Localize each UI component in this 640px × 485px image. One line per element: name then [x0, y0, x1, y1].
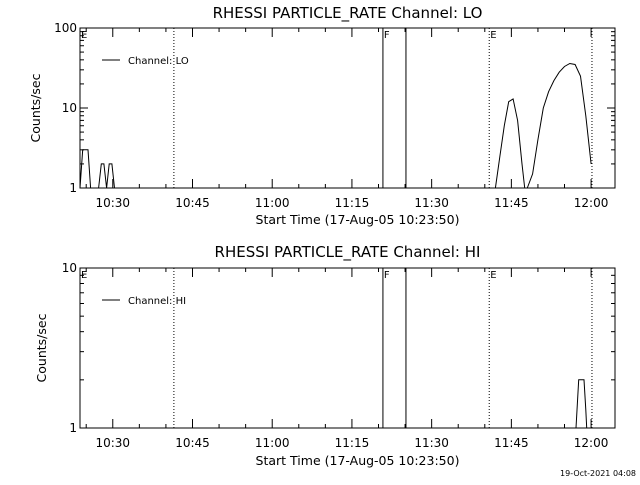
x-tick-label: 10:30: [95, 196, 130, 210]
series-group: [79, 62, 592, 189]
x-tick-label: 10:30: [95, 436, 130, 450]
marker-label: E: [81, 270, 87, 281]
y-axis-label: Counts/sec: [34, 313, 49, 382]
x-tick-label: 11:45: [494, 436, 529, 450]
x-tick-label: 11:00: [255, 196, 290, 210]
y-tick-label: 1: [69, 421, 77, 435]
x-tick-label: 11:00: [255, 436, 290, 450]
series-line: [79, 149, 94, 189]
marker-label: E: [81, 30, 87, 41]
chart-panel-2: RHESSI PARTICLE_RATE Channel: HI 1 10 Count…: [34, 243, 616, 468]
series-line: [575, 379, 588, 429]
x-tick-label: 11:30: [414, 436, 449, 450]
plot-frame: [79, 267, 616, 429]
y-axis: 1 10: [62, 261, 615, 435]
y-tick-label: 100: [54, 21, 77, 35]
y-tick-label: 1: [69, 181, 77, 195]
chart-title: RHESSI PARTICLE_RATE Channel: LO: [213, 4, 483, 23]
y-axis-label: Counts/sec: [28, 73, 43, 142]
marker-label: F: [384, 270, 390, 281]
legend: Channel: HI: [102, 296, 186, 307]
legend-label: Channel: LO: [128, 56, 189, 67]
marker-label: E: [490, 30, 496, 41]
legend-label: Channel: HI: [128, 296, 186, 307]
x-tick-label: 11:45: [494, 196, 529, 210]
series-line: [526, 62, 592, 189]
x-tick-label: 10:45: [175, 196, 210, 210]
x-tick-label: 12:00: [574, 436, 609, 450]
series-line: [494, 98, 526, 189]
x-axis-label: Start Time (17-Aug-05 10:23:50): [256, 212, 460, 227]
x-tick-label: 12:00: [574, 196, 609, 210]
y-axis: 1 10 100: [54, 21, 615, 195]
x-axis-label: Start Time (17-Aug-05 10:23:50): [256, 453, 460, 468]
marker-label: E: [490, 270, 496, 281]
x-tick-label: 11:15: [335, 436, 370, 450]
plot-frame: [79, 27, 616, 189]
series-group: [575, 379, 588, 429]
y-tick-label: 10: [62, 261, 77, 275]
y-tick-label: 10: [62, 101, 77, 115]
legend: Channel: LO: [102, 56, 189, 67]
x-axis: 10:30 10:45 11:00 11:15 11:30 11:45 12:00: [85, 28, 609, 210]
x-tick-label: 10:45: [175, 436, 210, 450]
x-axis: 10:30 10:45 11:00 11:15 11:30 11:45 12:00: [85, 268, 609, 450]
timestamp: 19-Oct-2021 04:08: [560, 469, 636, 478]
series-line: [98, 163, 118, 189]
chart-panel-1: RHESSI PARTICLE_RATE Channel: LO 1 10 100 Co…: [28, 4, 616, 227]
x-tick-label: 11:30: [414, 196, 449, 210]
chart-title: RHESSI PARTICLE_RATE Channel: HI: [215, 243, 481, 262]
x-tick-label: 11:15: [335, 196, 370, 210]
marker-label: F: [384, 30, 390, 41]
